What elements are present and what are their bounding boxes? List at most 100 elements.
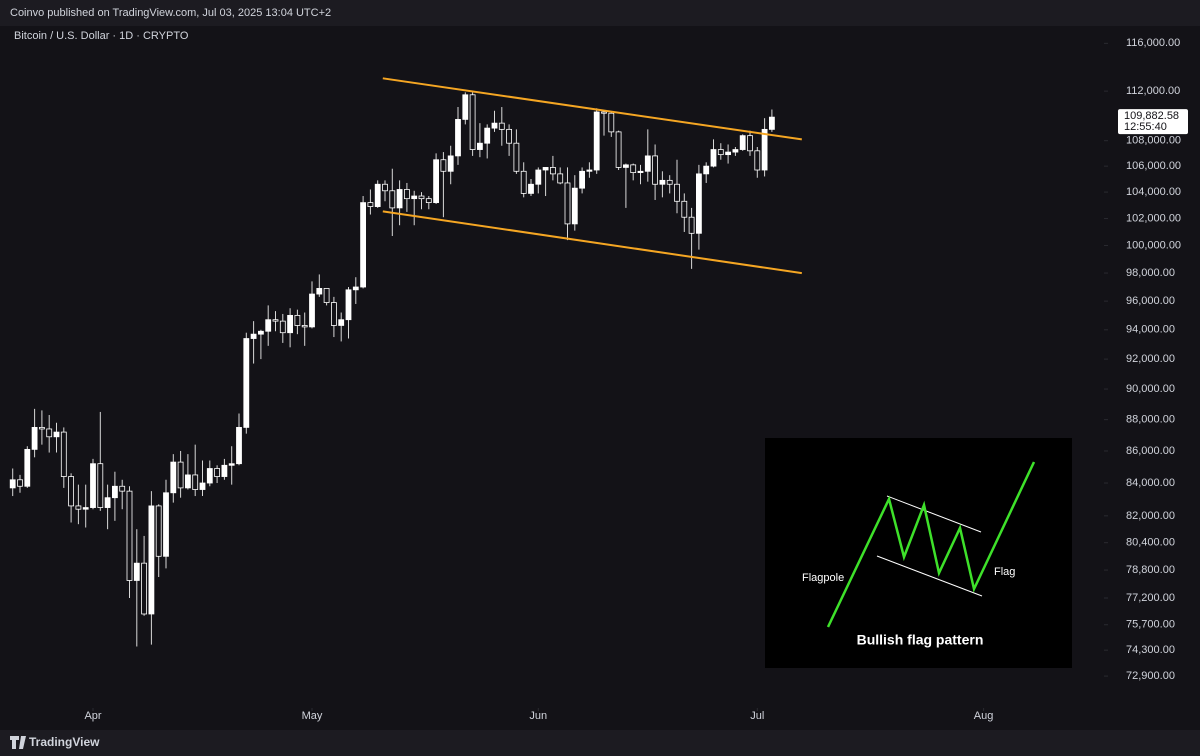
candle-body bbox=[696, 173, 702, 234]
candle-body bbox=[396, 189, 403, 209]
candle-body bbox=[462, 94, 469, 120]
y-tick-label: 80,400.00 bbox=[1126, 537, 1175, 549]
candle-body bbox=[674, 183, 680, 202]
candle-body bbox=[206, 468, 213, 484]
candle-body bbox=[710, 149, 717, 167]
candle-body bbox=[403, 189, 410, 200]
candle-body bbox=[39, 427, 45, 430]
candle-body bbox=[177, 461, 184, 489]
footer-brand: TradingView bbox=[29, 735, 100, 749]
candle-body bbox=[725, 151, 731, 156]
candle-body bbox=[761, 128, 768, 171]
flagpole-label: Flagpole bbox=[802, 572, 844, 584]
y-tick-label: 112,000.00 bbox=[1126, 85, 1180, 97]
candle-body bbox=[579, 170, 585, 189]
inset-box bbox=[765, 438, 1072, 668]
candle-body bbox=[586, 169, 593, 172]
candle-body bbox=[170, 461, 177, 494]
y-tick-label: 72,900.00 bbox=[1126, 670, 1175, 682]
flag-line bbox=[886, 495, 982, 533]
candle-body bbox=[411, 195, 418, 200]
candle-body bbox=[769, 116, 775, 130]
pattern-path bbox=[826, 461, 1036, 628]
inset: Flagpole Flag Bullish flag pattern bbox=[765, 438, 1072, 668]
candle-body bbox=[374, 183, 381, 207]
candle-body bbox=[703, 165, 710, 175]
candle-body bbox=[53, 431, 60, 438]
candle-body bbox=[484, 127, 491, 144]
candle-body bbox=[542, 167, 549, 171]
candle-body bbox=[272, 319, 279, 322]
candle-body bbox=[104, 497, 111, 508]
candle-body bbox=[557, 173, 564, 184]
candle-body bbox=[236, 427, 242, 465]
candle-body bbox=[520, 170, 527, 194]
candle-body bbox=[528, 183, 534, 194]
candle-body bbox=[155, 505, 162, 557]
top-bar bbox=[0, 0, 1200, 26]
price-countdown: 12:55:40 bbox=[1124, 121, 1167, 133]
x-tick-label: Jul bbox=[750, 710, 764, 722]
candle-body bbox=[652, 155, 658, 185]
candle-body bbox=[228, 463, 235, 466]
candle-body bbox=[60, 431, 67, 477]
candle-body bbox=[352, 286, 359, 291]
flag-line bbox=[876, 555, 983, 597]
candle-body bbox=[184, 474, 191, 489]
candle-body bbox=[294, 314, 301, 326]
candle-body bbox=[455, 119, 461, 157]
candle-body bbox=[330, 302, 337, 326]
y-tick-label: 104,000.00 bbox=[1126, 186, 1181, 198]
candle-body bbox=[46, 428, 53, 438]
y-tick-label: 78,800.00 bbox=[1126, 564, 1175, 576]
candle-body bbox=[316, 288, 323, 295]
x-tick-label: Aug bbox=[974, 710, 994, 722]
candle-body bbox=[754, 150, 761, 171]
price-label-box bbox=[1118, 109, 1188, 135]
candle-body bbox=[119, 485, 126, 492]
y-tick-label: 94,000.00 bbox=[1126, 324, 1175, 336]
trendline bbox=[382, 210, 802, 275]
candle-body bbox=[550, 167, 556, 175]
x-tick-label: May bbox=[302, 710, 323, 722]
candle-body bbox=[309, 293, 315, 328]
candle-body bbox=[141, 562, 148, 615]
candle-body bbox=[9, 479, 16, 489]
candle-body bbox=[382, 183, 388, 192]
candle-body bbox=[301, 325, 308, 328]
candle-body bbox=[90, 463, 96, 508]
y-tick-label: 90,000.00 bbox=[1126, 383, 1175, 395]
publisher-text: Coinvo published on TradingView.com, Jul… bbox=[10, 7, 331, 19]
trendline bbox=[382, 77, 802, 141]
candle-body bbox=[199, 482, 206, 490]
candle-body bbox=[739, 135, 746, 150]
candle-body bbox=[133, 562, 140, 581]
bottom-bar bbox=[0, 730, 1200, 756]
candle-body bbox=[112, 485, 118, 499]
candle-body bbox=[491, 122, 498, 129]
y-tick-label: 74,300.00 bbox=[1126, 644, 1175, 656]
candle-body bbox=[287, 314, 294, 334]
y-tick-label: 98,000.00 bbox=[1126, 267, 1175, 279]
candle-body bbox=[433, 159, 440, 204]
y-tick-label: 82,000.00 bbox=[1126, 510, 1175, 522]
y-tick-label: 86,000.00 bbox=[1126, 445, 1175, 457]
candle-body bbox=[608, 112, 615, 133]
candle-body bbox=[163, 492, 169, 557]
candle-body bbox=[615, 131, 622, 168]
y-tick-label: 96,000.00 bbox=[1126, 295, 1175, 307]
candle-body bbox=[367, 202, 374, 207]
candle-body bbox=[513, 142, 520, 172]
y-tick-label: 106,000.00 bbox=[1126, 160, 1181, 172]
price-label: 109,882.58 bbox=[1124, 110, 1179, 122]
candle-body bbox=[192, 474, 199, 490]
candle-body bbox=[279, 320, 286, 334]
y-tick-label: 92,000.00 bbox=[1126, 353, 1175, 365]
y-tick-label: 88,000.00 bbox=[1126, 414, 1175, 426]
y-tick-label: 108,000.00 bbox=[1126, 135, 1181, 147]
y-tick-label: 100,000.00 bbox=[1126, 239, 1181, 251]
candle-body bbox=[148, 505, 155, 615]
candle-body bbox=[250, 333, 257, 339]
